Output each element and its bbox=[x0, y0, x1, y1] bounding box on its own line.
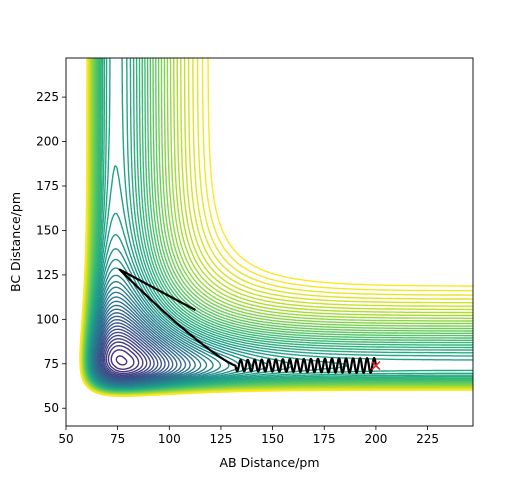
contour-level-15 bbox=[99, 325, 163, 380]
y-tick-label-6: 200 bbox=[36, 135, 59, 149]
x-tick-label-5: 175 bbox=[313, 432, 336, 446]
start-marker bbox=[371, 360, 381, 371]
x-tick-label-7: 225 bbox=[416, 432, 439, 446]
x-axis-ticks: 50 75 100 125 150 175 200 225 bbox=[58, 426, 439, 446]
contour-level-14 bbox=[100, 328, 159, 379]
contour-level-8 bbox=[110, 349, 135, 370]
y-tick-label-5: 175 bbox=[36, 179, 59, 193]
x-tick-label-0: 50 bbox=[58, 432, 73, 446]
contour-level-13 bbox=[101, 331, 155, 378]
contour-level-17 bbox=[97, 319, 170, 382]
x-tick-label-1: 75 bbox=[110, 432, 125, 446]
x-tick-label-3: 125 bbox=[209, 432, 232, 446]
x-tick-label-2: 100 bbox=[158, 432, 181, 446]
y-tick-label-0: 50 bbox=[44, 401, 59, 415]
trajectory bbox=[118, 268, 377, 374]
contour-lines bbox=[79, 58, 473, 397]
trajectory-path bbox=[118, 268, 377, 374]
contour-level-10 bbox=[105, 341, 144, 375]
y-tick-label-1: 75 bbox=[44, 357, 59, 371]
x-axis-label: AB Distance/pm bbox=[219, 455, 319, 470]
start-marker-stroke-2 bbox=[371, 360, 381, 371]
contour-level-9 bbox=[107, 345, 140, 373]
contour-level-59 bbox=[79, 58, 473, 397]
y-axis-ticks: 50 75 100 125 150 175 200 225 bbox=[36, 90, 66, 415]
y-tick-label-2: 100 bbox=[36, 312, 59, 326]
x-tick-label-6: 200 bbox=[364, 432, 387, 446]
contour-level-7 bbox=[115, 355, 128, 366]
contour-level-16 bbox=[98, 322, 166, 381]
x-tick-label-4: 150 bbox=[261, 432, 284, 446]
y-tick-label-4: 150 bbox=[36, 223, 59, 237]
contour-level-11 bbox=[104, 338, 148, 376]
y-axis-label: BC Distance/pm bbox=[8, 192, 23, 292]
contour-level-12 bbox=[102, 334, 152, 377]
y-tick-label-3: 125 bbox=[36, 268, 59, 282]
y-tick-label-7: 225 bbox=[36, 90, 59, 104]
plot-frame bbox=[65, 57, 474, 427]
